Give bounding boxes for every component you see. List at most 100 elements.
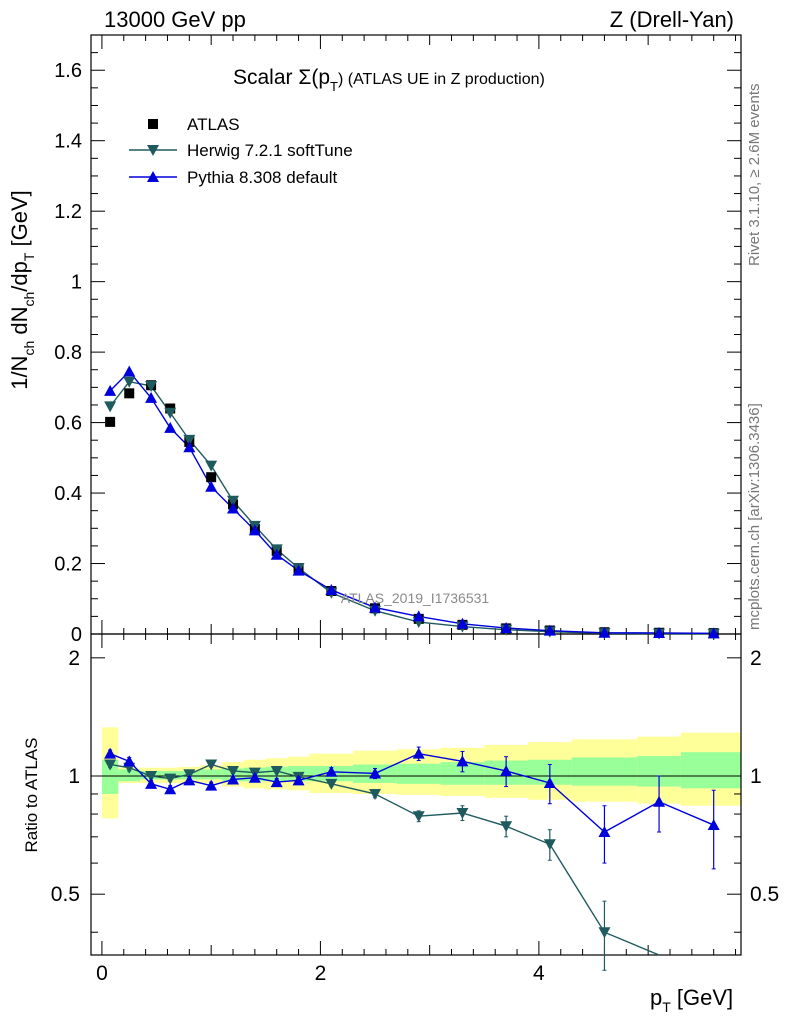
x-tick-label: 0 (96, 962, 108, 985)
y-tick-label: 0 (71, 624, 82, 646)
ratio-bands (101, 727, 741, 819)
ratio-point (598, 927, 611, 939)
data-point (105, 416, 116, 427)
ratio-y-tick-label-right: 1 (750, 765, 762, 788)
ratio-point (183, 774, 196, 786)
legend-label: Pythia 8.308 default (187, 168, 338, 187)
process-label: Z (Drell-Yan) (609, 7, 734, 32)
y-tick-label: 0.8 (54, 342, 82, 364)
x-tick-label: 2 (315, 962, 327, 985)
y-tick-label: 1.4 (54, 131, 82, 153)
y-tick-label: 0.4 (54, 483, 82, 505)
ratio-y-tick-label: 1 (68, 765, 80, 788)
data-point (412, 610, 425, 622)
data-point (707, 627, 720, 639)
ratio-point (653, 795, 666, 807)
data-point (543, 624, 556, 636)
ratio-point (248, 771, 261, 783)
ratio-point (292, 774, 305, 786)
x-tick-label: 4 (533, 962, 545, 985)
y-tick-label: 1 (71, 272, 82, 294)
data-point (456, 617, 469, 629)
data-point (145, 380, 158, 392)
y-axis-label: 1/Nch dNch/dpT [GeV] (7, 190, 37, 390)
data-point (183, 434, 196, 446)
legend-label: Herwig 7.2.1 softTune (187, 141, 353, 160)
y-tick-label: 1.6 (54, 60, 82, 82)
data-point (292, 564, 305, 576)
data-point (270, 548, 283, 560)
legend-marker (148, 119, 158, 129)
ratio-point (205, 759, 218, 771)
data-point (369, 601, 382, 613)
data-point (164, 421, 177, 433)
data-markers (104, 119, 720, 971)
ratio-point (543, 776, 556, 788)
ratio-point (145, 777, 158, 789)
energy-label: 13000 GeV pp (104, 7, 246, 32)
ratio-point (456, 807, 469, 819)
ratio-y-tick-label-right: 2 (750, 647, 762, 670)
data-point (123, 376, 136, 388)
data-point (205, 460, 218, 472)
ratio-point (145, 771, 158, 783)
data-point (227, 495, 240, 507)
ratio-y-axis-label: Ratio to ATLAS (22, 738, 41, 853)
ratio-point (707, 819, 720, 831)
data-point (183, 441, 196, 453)
data-point (248, 524, 261, 536)
ratio-point (369, 788, 382, 800)
inner-band (440, 762, 485, 785)
inner-band (200, 769, 223, 780)
ratio-point (500, 821, 513, 833)
inner-band (101, 759, 119, 794)
ratio-point (270, 776, 283, 788)
ratio-y-tick-label-right: 0.5 (750, 883, 779, 906)
data-point (104, 384, 117, 396)
ratio-point (412, 811, 425, 823)
y-tick-label: 0.6 (54, 413, 82, 435)
data-point (598, 626, 611, 638)
data-point (206, 472, 217, 483)
data-point (123, 365, 136, 377)
legend-label: ATLAS (187, 115, 240, 134)
ratio-point (123, 755, 136, 767)
data-point (227, 502, 240, 514)
chart-title: Scalar Σ(pT) (ATLAS UE in Z production) (233, 66, 545, 94)
ratio-point (205, 779, 218, 791)
ratio-y-tick-label: 0.5 (51, 883, 80, 906)
inner-band (118, 769, 141, 782)
data-point (164, 407, 177, 419)
inner-band (571, 757, 638, 786)
ratio-point (543, 839, 556, 851)
data-point (145, 391, 158, 403)
y-tick-label: 1.2 (54, 201, 82, 223)
inner-band (680, 752, 741, 789)
ratio-point (227, 765, 240, 777)
data-point (124, 388, 135, 399)
ratio-point (456, 755, 469, 767)
data-point (653, 626, 666, 638)
ratio-point (598, 826, 611, 838)
ratio-point (164, 783, 177, 795)
ratio-frame (90, 633, 742, 956)
ratio-point (325, 778, 338, 790)
inner-band (396, 763, 441, 784)
ratio-point (270, 765, 283, 777)
legend-marker (147, 145, 159, 156)
ratio-point (369, 767, 382, 779)
data-point (104, 401, 117, 413)
ratio-point (164, 773, 177, 785)
data-point (325, 583, 338, 595)
data-point (205, 480, 218, 492)
chart-text: 0 2 400.20.40.60.811.21.41.60.5 0.51 12 2Scal… (7, 60, 779, 1015)
x-axis-label: pT [GeV] (650, 985, 733, 1015)
ratio-point (412, 747, 425, 759)
analysis-watermark: ATLAS_2019_I1736531 (341, 590, 490, 606)
ratio-y-tick-label: 2 (68, 647, 80, 670)
ratio-point (227, 773, 240, 785)
axes (90, 34, 742, 956)
legend-marker (147, 171, 159, 182)
data-point (500, 622, 513, 634)
